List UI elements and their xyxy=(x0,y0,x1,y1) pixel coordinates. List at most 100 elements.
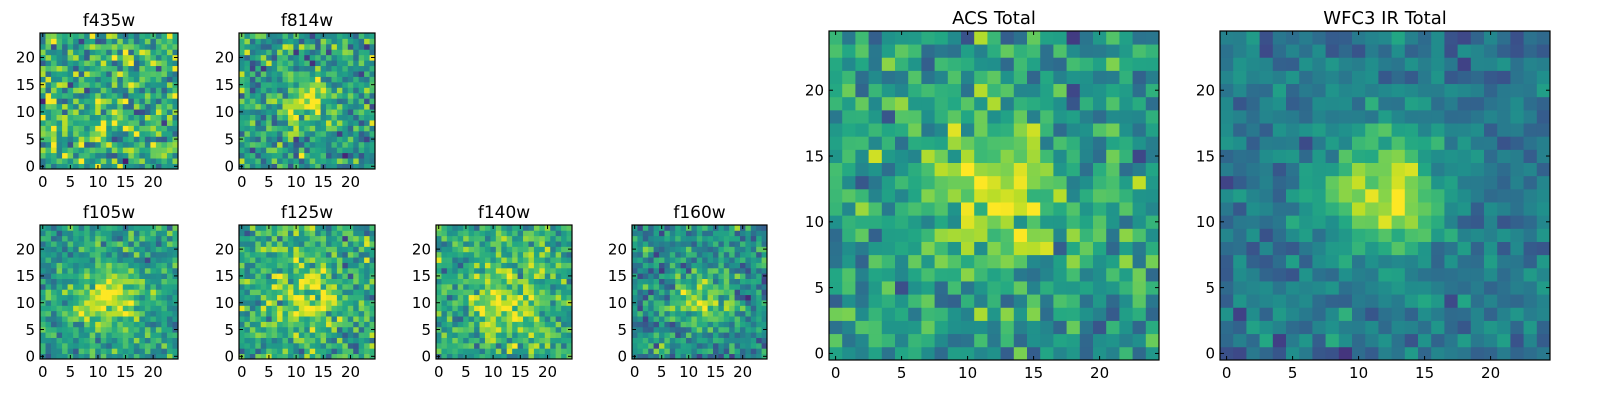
heatmap-cell xyxy=(336,33,343,39)
heatmap-cell xyxy=(260,120,267,126)
heatmap-cell xyxy=(987,346,1001,361)
heatmap-cell xyxy=(691,353,698,360)
heatmap-cell xyxy=(1259,320,1274,335)
heatmap-cell xyxy=(56,300,63,306)
heatmap-cell xyxy=(111,321,118,328)
heatmap-cell xyxy=(304,152,311,159)
heatmap-cell xyxy=(842,333,856,348)
heatmap-cell xyxy=(117,49,124,56)
heatmap-cell xyxy=(484,262,491,269)
heatmap-cell xyxy=(287,342,294,349)
x-tick-label: 10 xyxy=(958,364,977,382)
heatmap-cell xyxy=(62,98,68,105)
heatmap-cell xyxy=(67,241,74,247)
heatmap-cell xyxy=(89,267,96,274)
heatmap-cell xyxy=(1132,294,1147,308)
heatmap-cell xyxy=(244,257,251,263)
heatmap-cell xyxy=(166,158,173,164)
heatmap-cell xyxy=(566,283,573,290)
heatmap-cell xyxy=(855,44,869,58)
heatmap-cell xyxy=(934,123,949,137)
heatmap-cell xyxy=(921,136,935,150)
heatmap-cell xyxy=(304,163,311,170)
heatmap-cell xyxy=(255,158,262,164)
heatmap-cell xyxy=(347,158,354,164)
heatmap-cell xyxy=(544,262,551,269)
heatmap-cell xyxy=(1497,241,1511,256)
heatmap-cell xyxy=(555,321,562,328)
heatmap-cell xyxy=(1418,202,1432,216)
heatmap-cell xyxy=(718,246,725,253)
heatmap-cell xyxy=(1352,307,1366,321)
heatmap-cell xyxy=(326,33,332,39)
heatmap-cell xyxy=(550,332,557,338)
heatmap-cell xyxy=(73,348,80,355)
heatmap-cell xyxy=(364,348,370,355)
heatmap-cell xyxy=(150,337,157,344)
heatmap-cell xyxy=(161,158,168,164)
heatmap-cell xyxy=(353,81,360,88)
heatmap-cell xyxy=(369,152,376,159)
heatmap-cell xyxy=(326,152,332,159)
heatmap-cell xyxy=(463,235,470,242)
heatmap-cell xyxy=(353,246,360,253)
heatmap-cell xyxy=(106,294,113,301)
heatmap-cell xyxy=(139,114,146,121)
heatmap-cell xyxy=(122,283,129,290)
heatmap-cell xyxy=(106,278,113,285)
heatmap-cell xyxy=(1000,57,1015,71)
heatmap-cell xyxy=(309,310,316,317)
heatmap-cell xyxy=(452,235,459,242)
heatmap-cell xyxy=(855,136,869,150)
heatmap-cell xyxy=(73,109,80,115)
heatmap-cell xyxy=(100,267,107,274)
heatmap-cell xyxy=(255,262,262,269)
y-tick-label: 15 xyxy=(215,267,234,285)
heatmap-cell xyxy=(51,98,57,105)
heatmap-cell xyxy=(342,141,349,148)
heatmap-cell xyxy=(95,60,102,67)
heatmap-cell xyxy=(364,98,370,105)
heatmap-cell xyxy=(523,316,529,322)
heatmap-cell xyxy=(539,326,546,333)
heatmap-cell xyxy=(304,49,311,56)
heatmap-cell xyxy=(1299,162,1313,177)
heatmap-cell xyxy=(1040,109,1054,124)
heatmap-cell xyxy=(161,316,168,322)
heatmap-cell xyxy=(729,289,735,296)
heatmap-cell xyxy=(745,257,752,263)
heatmap-cell xyxy=(1325,188,1340,203)
heatmap-cell xyxy=(468,251,475,258)
heatmap-cell xyxy=(1484,333,1498,348)
heatmap-cell xyxy=(304,289,311,296)
heatmap-cell xyxy=(1444,307,1458,321)
heatmap-cell xyxy=(669,342,676,349)
heatmap-cell xyxy=(642,246,649,253)
heatmap-cell xyxy=(1119,228,1133,242)
heatmap-cell xyxy=(369,76,376,83)
heatmap-cell xyxy=(128,321,135,328)
heatmap-cell xyxy=(484,273,491,279)
heatmap-cell xyxy=(463,342,470,349)
heatmap-cell xyxy=(1119,57,1133,71)
heatmap-cell xyxy=(642,326,649,333)
heatmap-cell xyxy=(144,262,151,269)
heatmap-cell xyxy=(353,332,360,338)
heatmap-cell xyxy=(463,283,470,290)
heatmap-cell xyxy=(106,130,113,137)
heatmap-cell xyxy=(696,251,703,258)
heatmap-cell xyxy=(961,175,975,190)
heatmap-cell xyxy=(117,273,124,279)
heatmap-cell xyxy=(260,332,267,338)
heatmap-cell xyxy=(255,98,262,105)
heatmap-cell xyxy=(353,294,360,301)
heatmap-cell xyxy=(947,136,962,150)
heatmap-cell xyxy=(1325,241,1340,256)
heatmap-cell xyxy=(881,215,896,229)
heatmap-cell xyxy=(336,109,343,115)
heatmap-cell xyxy=(533,342,540,349)
heatmap-cell xyxy=(528,332,535,338)
heatmap-cell xyxy=(961,162,975,177)
heatmap-cell xyxy=(353,321,360,328)
heatmap-cell xyxy=(718,283,725,290)
